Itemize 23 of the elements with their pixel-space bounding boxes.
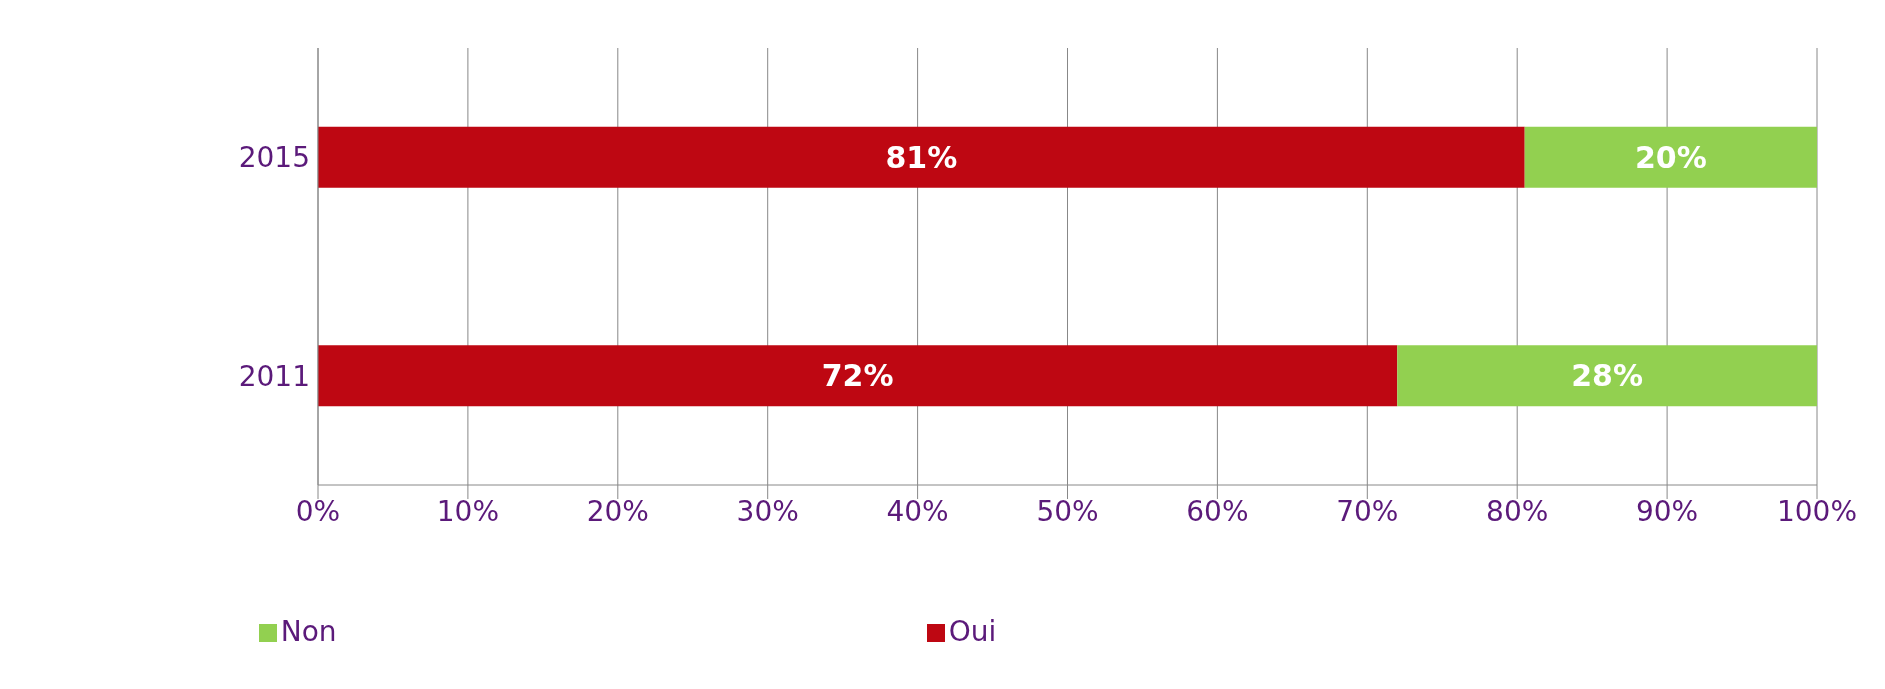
data-label: 72% [821,358,894,394]
x-tick-label: 90% [1635,494,1699,528]
x-tick-label: 80% [1486,494,1549,528]
x-tick-label: 30% [736,494,799,528]
x-tick-label: 20% [586,494,649,528]
data-label: 81% [885,139,958,175]
y-tick-label: 2011 [238,359,310,393]
y-tick-label: 2015 [238,141,310,175]
bar [1524,126,1817,188]
bar [318,126,1525,188]
data-label: 28% [1571,358,1644,394]
x-tick-label: 10% [436,494,500,528]
x-tick-label: 0% [295,494,341,528]
legend-label: Non [280,615,337,648]
x-tick-label: 60% [1186,494,1249,528]
x-tick-label: 100% [1776,494,1858,528]
data-label: 20% [1634,139,1707,175]
x-tick-label: 50% [1036,494,1099,528]
x-tick-label: 40% [886,494,949,528]
x-tick-label: 70% [1336,494,1399,528]
bar [318,345,1398,407]
legend-label: Oui [948,615,997,648]
bar [1397,345,1817,407]
